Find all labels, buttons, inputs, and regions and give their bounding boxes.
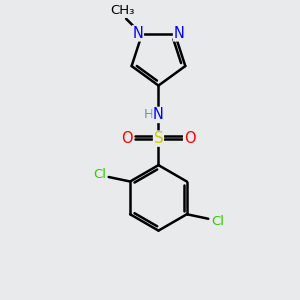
Text: N: N [133,26,143,41]
Text: Cl: Cl [211,215,224,228]
Text: N: N [174,26,184,41]
Text: S: S [154,131,163,146]
Text: CH₃: CH₃ [110,4,135,17]
Text: O: O [184,131,195,146]
Text: Cl: Cl [93,168,106,181]
Text: N: N [153,107,164,122]
Text: H: H [144,108,154,121]
Text: O: O [122,131,133,146]
